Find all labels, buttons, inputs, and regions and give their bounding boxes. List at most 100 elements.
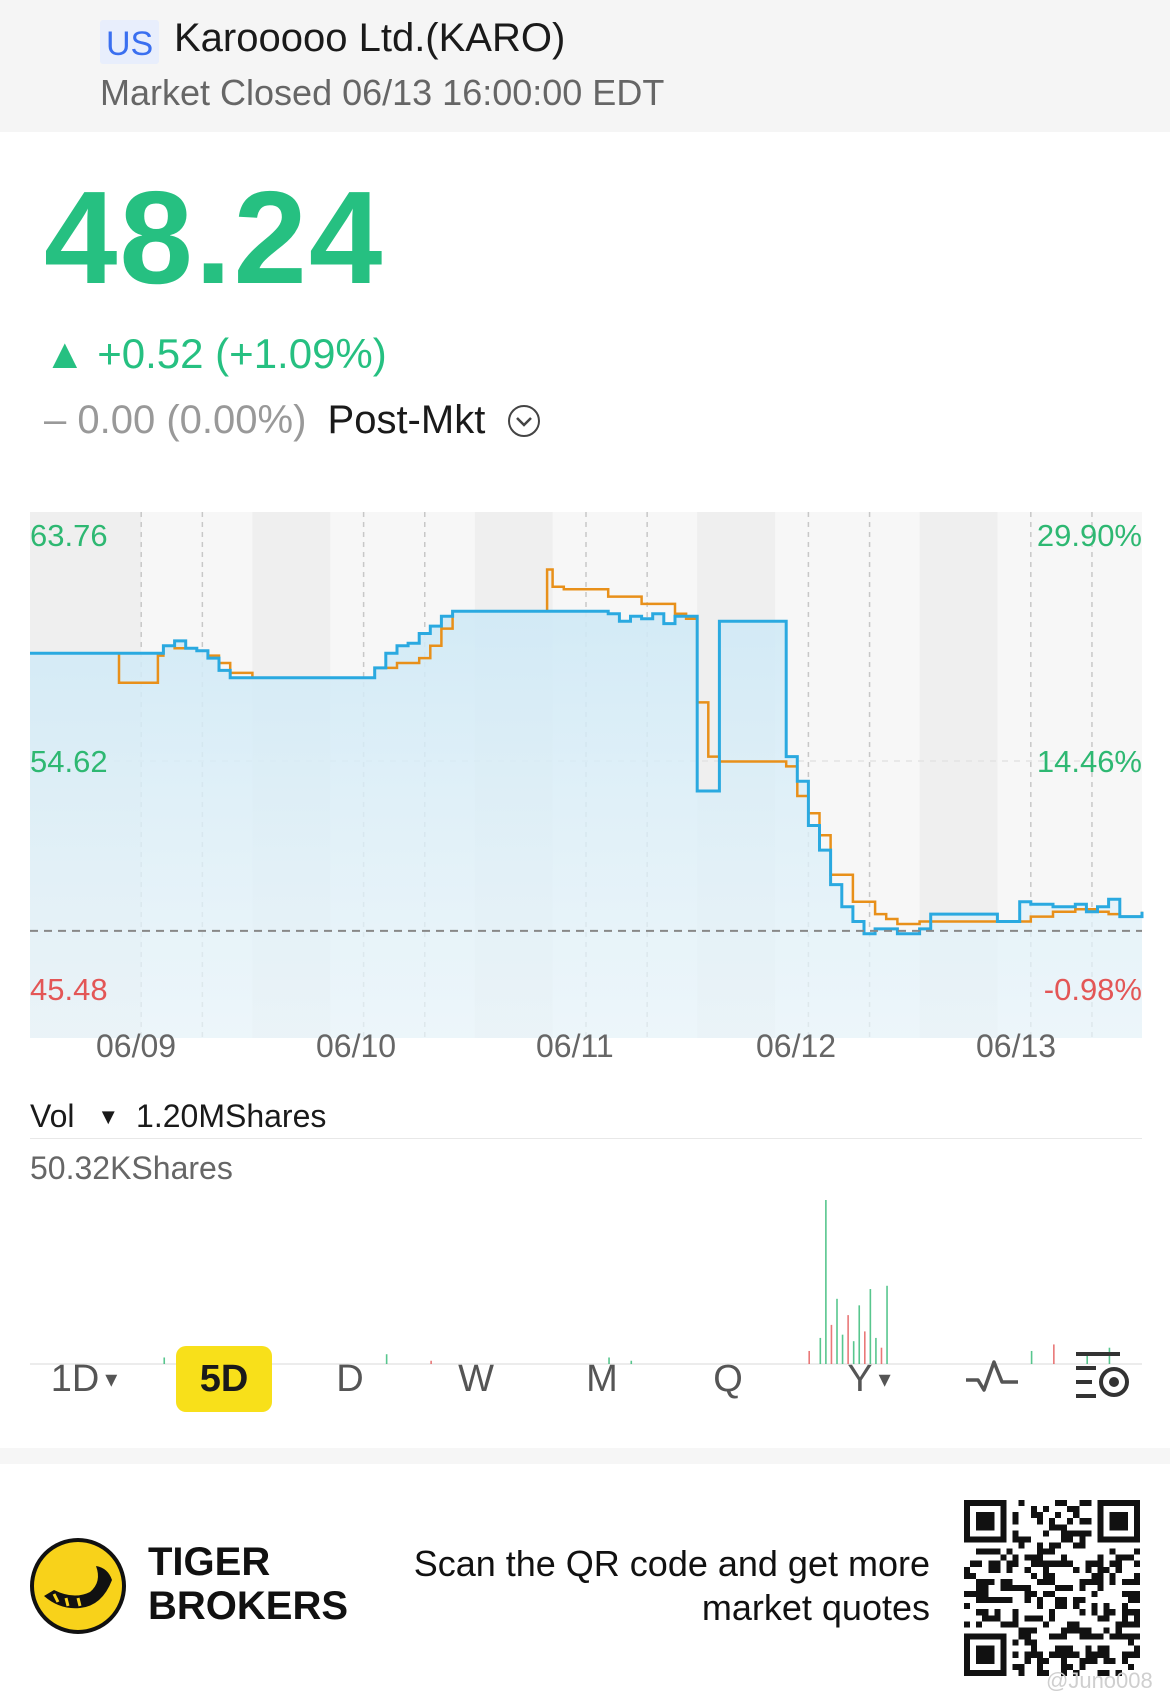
qr-module [1030,1615,1037,1622]
period-selector: 1D ▾ 5D D W M Q Y ▾ [0,1338,1170,1418]
qr-module [1048,1560,1056,1567]
qr-module [1133,1621,1140,1628]
qr-module [1055,1584,1062,1592]
qr-module [1006,1578,1013,1585]
qr-module [1097,1669,1104,1676]
market-status: Market Closed 06/13 16:00:00 EDT [100,72,665,113]
qr-module [1067,1518,1074,1525]
qr-module [1073,1542,1080,1549]
qr-module [1127,1621,1134,1628]
volume-selector[interactable]: Vol ▼ 1.20MShares [30,1098,326,1135]
qr-module [1127,1663,1134,1670]
period-label: Y [847,1358,873,1400]
volume-label: Vol [30,1098,75,1134]
qr-module [1097,1572,1104,1579]
period-week[interactable]: W [448,1346,504,1412]
period-year[interactable]: Y ▾ [834,1346,904,1412]
qr-module [1127,1633,1134,1640]
qr-finder [1000,1500,1007,1543]
qr-module [1036,1548,1043,1555]
qr-module [1127,1578,1134,1585]
qr-module [1030,1512,1037,1519]
qr-module [988,1578,995,1585]
qr-finder [964,1500,1007,1507]
qr-module [1012,1651,1019,1658]
pct-axis-min-label: -0.98% [1043,972,1142,1007]
period-day[interactable]: D [322,1346,378,1412]
chart-background [30,512,1142,1038]
qr-module [1133,1615,1140,1622]
qr-finder [1133,1500,1140,1543]
qr-module [1109,1560,1116,1567]
qr-module [988,1548,995,1555]
period-month[interactable]: M [574,1346,630,1412]
promo-text: Scan the QR code and get more market quo… [400,1542,930,1630]
qr-module [1097,1645,1104,1652]
qr-module [1133,1572,1140,1579]
qr-module [1036,1512,1043,1519]
qr-module [994,1548,1001,1555]
qr-finder [964,1536,1007,1543]
qr-module [1055,1603,1062,1610]
qr-module [1024,1554,1031,1561]
period-label: 1D [50,1358,100,1400]
qr-module [1012,1512,1019,1519]
qr-module [1048,1572,1056,1579]
qr-module [1127,1651,1134,1658]
qr-module [1048,1591,1056,1598]
chevron-down-icon[interactable] [506,403,542,439]
qr-module [1121,1603,1128,1610]
qr-module [1133,1578,1140,1585]
qr-finder [964,1669,1007,1676]
qr-module [1042,1591,1049,1598]
period-label: Q [713,1358,743,1400]
qr-module [1067,1645,1074,1652]
qr-module [964,1566,971,1573]
qr-module [1012,1663,1019,1670]
period-1d[interactable]: 1D ▾ [44,1346,124,1412]
qr-module [1079,1536,1086,1543]
qr-module [1024,1639,1031,1646]
qr-module [1012,1518,1019,1525]
qr-module [1042,1530,1049,1537]
qr-module [988,1615,995,1622]
qr-module [1024,1657,1031,1664]
qr-module [1042,1657,1049,1664]
post-market-row[interactable]: – 0.00 (0.00%) Post-Mkt [44,398,542,443]
qr-module [1012,1560,1019,1567]
chart-settings-icon[interactable] [1074,1348,1134,1402]
qr-module [1079,1500,1086,1507]
qr-module [1121,1621,1128,1628]
qr-module [1024,1584,1031,1592]
qr-module [1024,1566,1031,1573]
qr-module [1091,1578,1098,1585]
period-label: M [586,1358,618,1400]
qr-module [1018,1663,1025,1670]
promo-line: market quotes [701,1587,930,1628]
qr-module [1079,1663,1086,1670]
qr-module [1085,1566,1092,1573]
qr-module [1097,1566,1104,1573]
period-5d[interactable]: 5D [176,1346,272,1412]
qr-module [1061,1500,1068,1507]
indicator-icon[interactable] [964,1356,1020,1400]
qr-module [1030,1572,1037,1579]
qr-module [1109,1572,1116,1579]
period-quarter[interactable]: Q [700,1346,756,1412]
promo-line: Scan the QR code and get more [413,1543,930,1584]
qr-module [1073,1669,1080,1676]
qr-module [1006,1584,1013,1592]
average-price-line [30,568,1144,926]
date-label: 06/09 [96,1028,177,1064]
qr-module [1024,1615,1031,1622]
qr-module [1048,1615,1056,1622]
qr-module [1061,1651,1068,1658]
qr-module [1042,1572,1049,1579]
qr-module [982,1615,989,1622]
qr-module [1121,1609,1128,1616]
qr-finder [964,1633,1007,1640]
qr-module [982,1578,989,1585]
qr-module [1115,1554,1122,1561]
qr-module [1048,1578,1056,1585]
qr-module [964,1572,971,1579]
